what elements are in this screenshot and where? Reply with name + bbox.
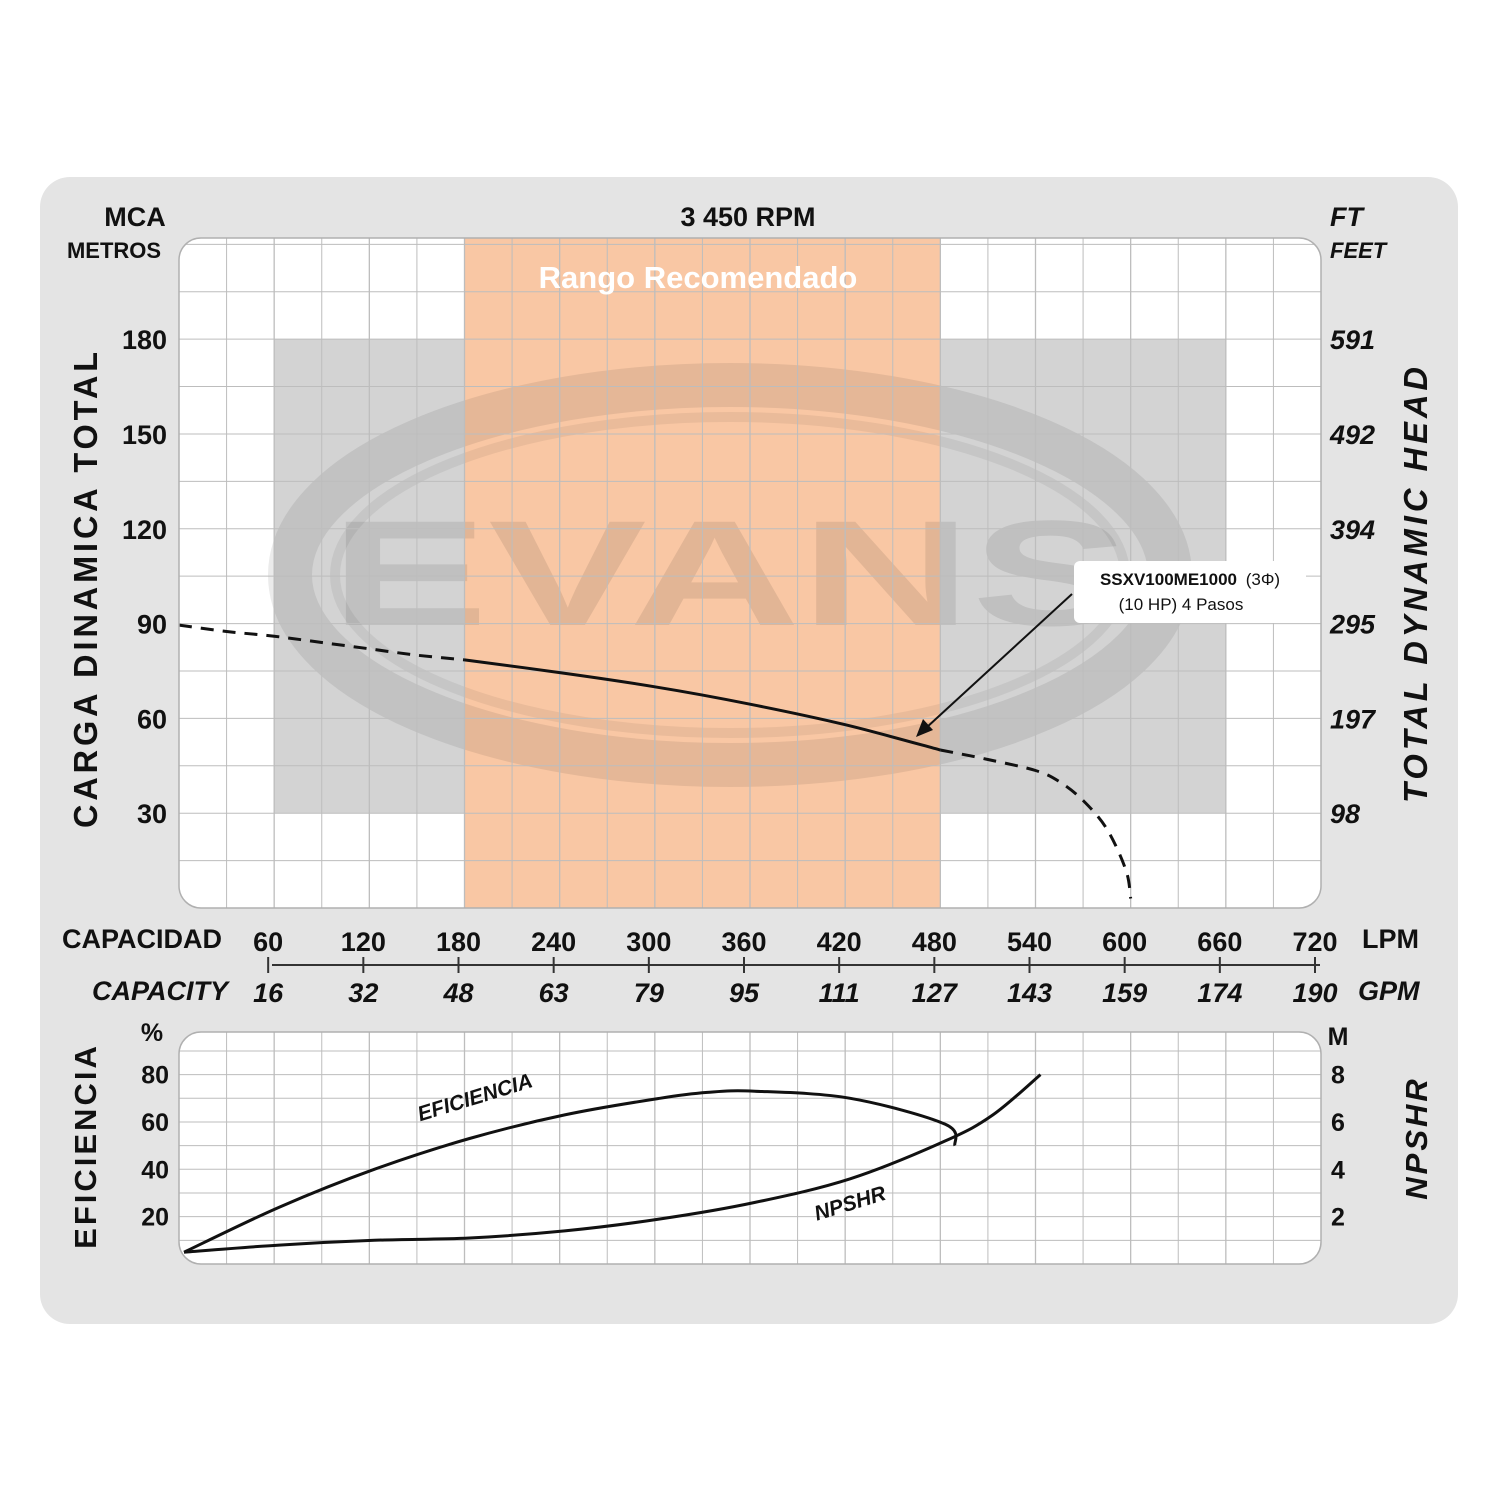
head-tick-label-m: 120 (122, 515, 167, 545)
annotation-arrow-line (925, 593, 1073, 729)
head-tick-label-m: 60 (137, 704, 167, 734)
efficiency-plot-border (178, 1031, 1322, 1265)
head-tick-label-ft: 98 (1330, 799, 1360, 829)
capacity-tick-lpm: 180 (436, 927, 481, 957)
capacity-tick-gpm: 79 (634, 978, 664, 1008)
head-tick-label-m: 150 (122, 420, 167, 450)
right-unit-sublabel: FEET (1330, 238, 1388, 263)
capacity-tick-lpm: 240 (531, 927, 576, 957)
head-plot: EVANS Rango Recomendado (178, 237, 1322, 909)
left-unit-label: MCA (104, 202, 166, 232)
annotation-box (1074, 561, 1306, 623)
right-unit-label: FT (1330, 202, 1365, 232)
capacity-tick-gpm: 174 (1197, 978, 1242, 1008)
efficiency-npshr-plot: EFICIENCIA NPSHR (178, 1031, 1322, 1265)
capacity-tick-gpm: 32 (348, 978, 378, 1008)
capacity-tick-gpm: 111 (819, 978, 860, 1008)
left-unit-sublabel: METROS (67, 238, 161, 263)
head-curve-dashed (940, 748, 1133, 899)
efficiency-tick-label: 40 (141, 1156, 169, 1184)
annotation-detail: (10 HP) 4 Pasos (1119, 595, 1244, 614)
npshr-tick-label: 4 (1331, 1156, 1345, 1184)
capacity-tick-lpm: 60 (253, 927, 283, 957)
capacity-unit-gpm: GPM (1358, 976, 1420, 1006)
capacity-tick-lpm: 720 (1292, 927, 1337, 957)
capacity-tick-lpm: 600 (1102, 927, 1147, 957)
capacity-label: CAPACIDAD (62, 924, 222, 954)
head-plot-border (178, 237, 1322, 909)
annotation-arrow-head (916, 719, 933, 737)
chart-title: 3 450 RPM (680, 202, 815, 232)
capacity-tick-lpm: 540 (1007, 927, 1052, 957)
recommended-range-label: Rango Recomendado (539, 260, 858, 295)
annotation-phase: (3Φ) (1246, 570, 1280, 589)
capacity-tick-gpm: 16 (253, 978, 284, 1008)
head-axis-title-right: TOTAL DYNAMIC HEAD (1397, 363, 1434, 803)
efficiency-tick-label: 80 (141, 1062, 169, 1090)
capacity-tick-gpm: 143 (1007, 978, 1052, 1008)
capacity-tick-gpm: 63 (539, 978, 569, 1008)
head-curve-solid (464, 658, 941, 752)
npshr-unit: M (1328, 1023, 1349, 1051)
head-tick-label-ft: 295 (1329, 610, 1376, 640)
head-tick-label-ft: 394 (1330, 515, 1375, 545)
annotation-model: SSXV100ME1000 (1100, 570, 1237, 589)
efficiency-axis-title: EFICIENCIA (68, 1043, 103, 1249)
capacity-unit-lpm: LPM (1362, 924, 1419, 954)
head-tick-label-ft: 197 (1330, 704, 1377, 734)
npshr-tick-label: 8 (1331, 1062, 1345, 1090)
capacity-tick-lpm: 300 (626, 927, 671, 957)
capacity-tick-lpm: 420 (817, 927, 862, 957)
efficiency-tick-label: 60 (141, 1109, 169, 1137)
model-annotation: SSXV100ME1000 (3Φ) (10 HP) 4 Pasos (916, 561, 1306, 737)
capacity-tick-gpm: 48 (442, 978, 473, 1008)
npshr-tick-label: 2 (1331, 1204, 1345, 1232)
npshr-tick-label: 6 (1331, 1109, 1345, 1137)
head-curve-dashed (179, 623, 465, 662)
capacity-tick-lpm: 660 (1197, 927, 1242, 957)
head-axis-title: CARGA DINAMICA TOTAL (67, 348, 104, 828)
efficiency-tick-label: 20 (141, 1204, 169, 1232)
capacity-tick-lpm: 360 (721, 927, 766, 957)
npshr-axis-title: NPSHR (1399, 1076, 1434, 1200)
annotation-model-line: SSXV100ME1000 (3Φ) (1100, 570, 1280, 589)
capacity-tick-gpm: 190 (1292, 978, 1337, 1008)
capacity-axis: CAPACIDAD CAPACITY LPM GPM 60 16 120 32 180 4… (62, 924, 1420, 1008)
head-tick-label-ft: 492 (1329, 420, 1375, 450)
capacity-tick-gpm: 159 (1102, 978, 1147, 1008)
npshr-curve (183, 1073, 1042, 1254)
head-tick-label-m: 30 (137, 799, 167, 829)
efficiency-unit: % (141, 1019, 163, 1047)
capacity-tick-gpm: 95 (729, 978, 760, 1008)
head-tick-label-m: 180 (122, 325, 167, 355)
capacity-tick-lpm: 480 (912, 927, 957, 957)
efficiency-curve (183, 1089, 958, 1254)
evans-watermark-text: EVANS (330, 489, 1130, 657)
capacity-tick-lpm: 120 (341, 927, 386, 957)
head-tick-label-ft: 591 (1330, 325, 1375, 355)
capacity-label-en: CAPACITY (92, 976, 231, 1006)
capacity-tick-gpm: 127 (912, 978, 959, 1008)
head-tick-label-m: 90 (137, 610, 167, 640)
